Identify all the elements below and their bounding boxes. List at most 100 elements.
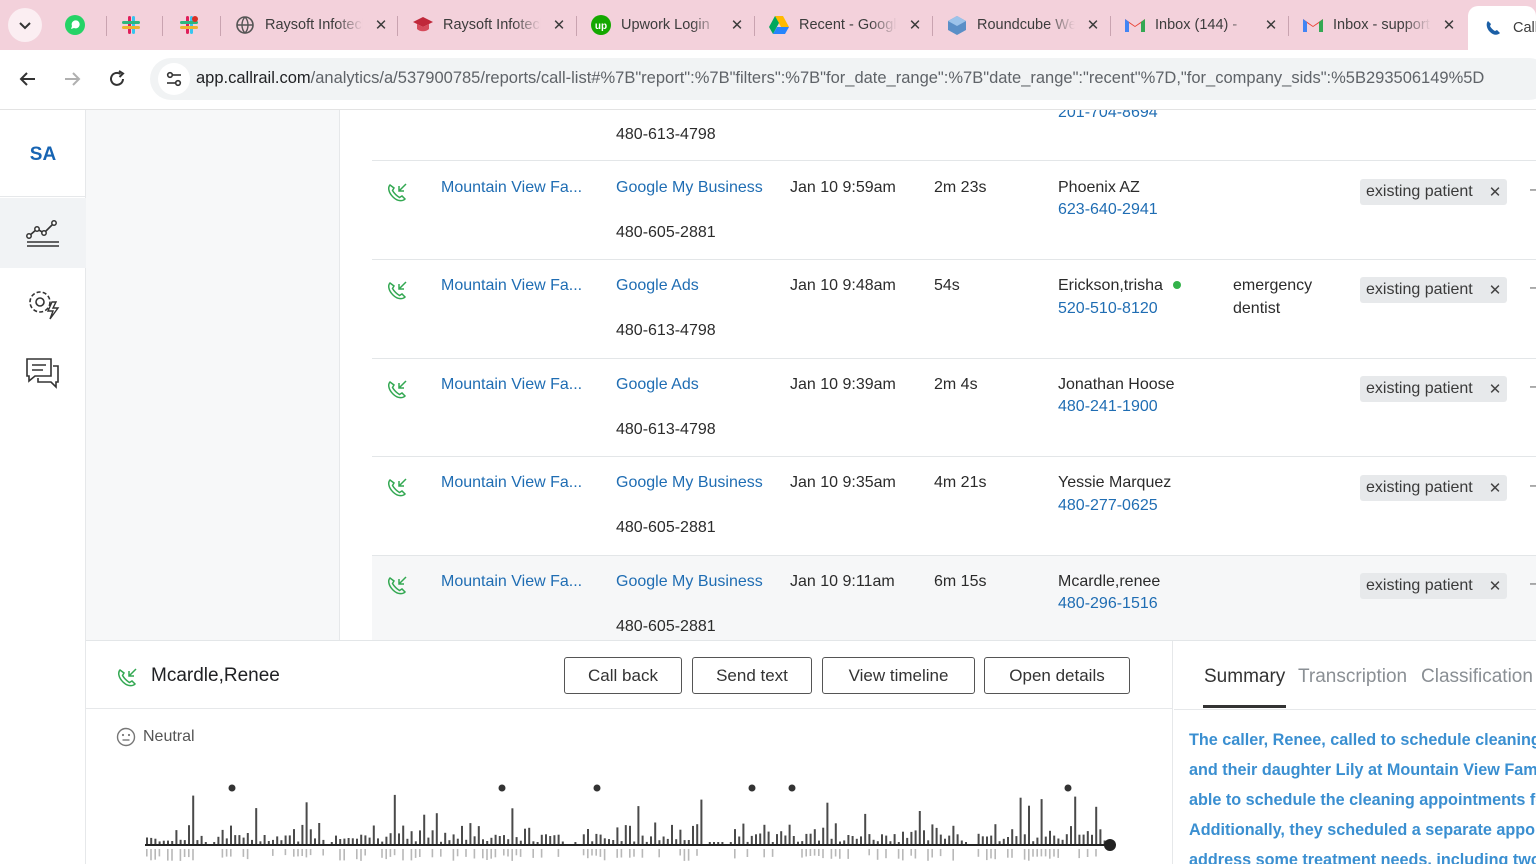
waveform-marker[interactable] (1064, 784, 1072, 792)
tab-upwork[interactable]: up Upwork Login ✕ (576, 6, 745, 44)
tab-roundcube[interactable]: Roundcube Webmail ✕ (932, 6, 1101, 44)
close-icon[interactable]: ✕ (730, 17, 744, 34)
caller-phone[interactable]: 480-241-1900 (1058, 398, 1158, 415)
company-link[interactable]: Mountain View Fa... (441, 179, 583, 196)
reload-button[interactable] (102, 64, 132, 94)
table-row-selected[interactable]: Mountain View Fa... Google My Business 4… (372, 556, 1536, 640)
waveform-marker[interactable] (748, 784, 756, 792)
forward-button[interactable] (57, 64, 87, 94)
call-back-button[interactable]: Call back (564, 657, 682, 694)
sidebar-item-settings[interactable] (0, 268, 86, 338)
waveform-marker[interactable] (788, 784, 796, 792)
tab-gmail-2[interactable]: Inbox - support ✕ (1288, 6, 1457, 44)
url-omnibox[interactable]: app.callrail.com/analytics/a/537900785/r… (150, 58, 1536, 100)
waveform-bar (389, 833, 392, 844)
remove-tag-icon[interactable]: ✕ (1488, 282, 1502, 299)
source-link[interactable]: Google Ads (616, 376, 699, 393)
playhead-handle[interactable] (1104, 839, 1116, 851)
waveform-bar (503, 835, 505, 844)
company-link[interactable]: Mountain View Fa... (441, 277, 583, 294)
waveform-bar (998, 841, 1001, 844)
waveform-bar (990, 835, 993, 844)
caller-phone[interactable]: 623-640-2941 (1058, 201, 1158, 218)
waveform-marker[interactable] (228, 784, 236, 792)
waveform-marker[interactable] (498, 784, 506, 792)
caller-phone[interactable]: 480-296-1516 (1058, 595, 1158, 612)
waveform-marker[interactable] (593, 784, 601, 792)
site-settings-icon[interactable] (158, 63, 190, 95)
company-link[interactable]: Mountain View Fa... (441, 376, 583, 393)
waveform-bar (927, 840, 930, 844)
tracking-number: 480-605-2881 (616, 618, 716, 635)
company-link[interactable]: Mountain View Fa... (441, 573, 583, 590)
tracking-number: 480-605-2881 (616, 224, 716, 241)
whatsapp-icon (64, 14, 86, 36)
tab-whatsapp[interactable] (48, 6, 86, 44)
source-link[interactable]: Google My Business (616, 179, 763, 196)
waveform-bar (540, 834, 543, 844)
waveform-bar (251, 839, 253, 844)
tab-classification[interactable]: Classification (1421, 666, 1533, 687)
table-row[interactable]: Mountain View Fa... Google My Business 4… (372, 457, 1536, 556)
table-row[interactable]: Mountain View Fa... Google Ads 480-613-4… (372, 359, 1536, 457)
waveform-bar (721, 842, 724, 844)
close-icon[interactable]: ✕ (1264, 17, 1278, 34)
tag-chip: existing patient ✕ (1360, 573, 1508, 599)
waveform-bar-secondary (532, 849, 534, 858)
tab-slack-2[interactable] (164, 6, 200, 44)
tab-raysoft-1[interactable]: Raysoft Infotech ✕ (220, 6, 389, 44)
caller-phone[interactable]: 201-704-8694 (1058, 110, 1158, 121)
audio-waveform-player[interactable] (142, 781, 1122, 864)
tab-callrail-active[interactable]: Call (1468, 6, 1536, 50)
tab-raysoft-2[interactable]: Raysoft Infotech ✕ (398, 6, 567, 44)
table-row[interactable]: Mountain View Fa... Google Ads 480-613-4… (372, 260, 1536, 359)
tab-gmail-1[interactable]: Inbox (144) - ✕ (1110, 6, 1279, 44)
waveform-bar (1061, 839, 1064, 844)
waveform-bar (1103, 840, 1106, 844)
waveform-bar (746, 841, 749, 844)
caller-phone[interactable]: 520-510-8120 (1058, 300, 1158, 317)
waveform-bar (759, 833, 762, 844)
gmail-icon (1124, 14, 1146, 36)
remove-tag-icon[interactable]: ✕ (1488, 184, 1502, 201)
waveform-bar-secondary (456, 849, 459, 857)
account-initials[interactable]: SA (29, 144, 57, 165)
company-link[interactable]: Mountain View Fa... (441, 474, 583, 491)
waveform-bar-secondary (1023, 849, 1026, 860)
caller-phone[interactable]: 480-277-0625 (1058, 497, 1158, 514)
tab-summary[interactable]: Summary (1204, 666, 1286, 687)
source-link[interactable]: Google My Business (616, 474, 763, 491)
remove-tag-icon[interactable]: ✕ (1488, 480, 1502, 497)
waveform-bar-secondary (633, 849, 635, 857)
back-button[interactable] (13, 64, 43, 94)
open-details-button[interactable]: Open details (984, 657, 1130, 694)
view-timeline-button[interactable]: View timeline (822, 657, 975, 694)
waveform-bar (843, 840, 846, 844)
close-icon[interactable]: ✕ (552, 17, 566, 34)
waveform-bar (297, 841, 300, 844)
waveform-bar-secondary (503, 849, 505, 856)
sidebar-item-analytics[interactable] (0, 198, 86, 268)
waveform-bar (343, 838, 346, 844)
send-text-button[interactable]: Send text (692, 657, 812, 694)
close-icon[interactable]: ✕ (374, 17, 388, 34)
tab-search-button[interactable] (8, 8, 42, 42)
tab-transcription[interactable]: Transcription (1298, 666, 1408, 687)
close-icon[interactable]: ✕ (1086, 17, 1100, 34)
close-icon[interactable]: ✕ (908, 17, 922, 34)
close-icon[interactable]: ✕ (1442, 17, 1456, 34)
table-row[interactable]: 480-613-4798 201-704-8694 (372, 110, 1536, 161)
waveform-bar-secondary (482, 849, 484, 859)
remove-tag-icon[interactable]: ✕ (1488, 381, 1502, 398)
waveform-bar (574, 842, 577, 844)
remove-tag-icon[interactable]: ✕ (1488, 578, 1502, 595)
tab-google-drive[interactable]: Recent - Google Drive ✕ (754, 6, 923, 44)
sidebar-item-messages[interactable] (0, 338, 86, 408)
waveform-bar-secondary (519, 849, 522, 857)
source-link[interactable]: Google My Business (616, 573, 763, 590)
source-link[interactable]: Google Ads (616, 277, 699, 294)
waveform-bar (734, 829, 736, 844)
table-row[interactable]: Mountain View Fa... Google My Business 4… (372, 162, 1536, 260)
waveform-bar (549, 836, 552, 844)
tab-slack-1[interactable] (106, 6, 142, 44)
